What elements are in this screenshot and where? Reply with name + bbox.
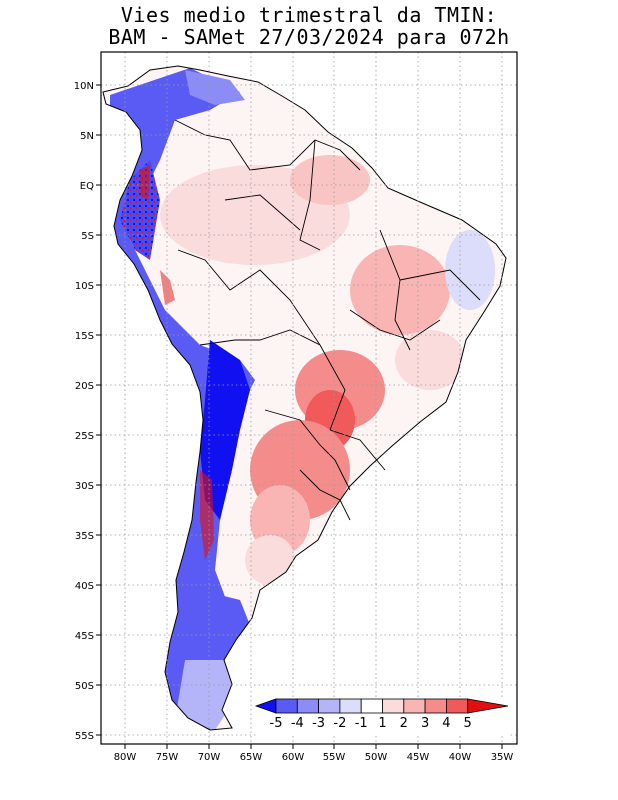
colorbar-swatch	[445, 698, 469, 714]
colorbar-swatch	[318, 698, 341, 714]
lat-label: 25S	[75, 431, 94, 442]
lat-label: 55S	[75, 731, 94, 742]
lat-label: 10N	[74, 81, 94, 92]
colorbar-swatch	[424, 698, 447, 714]
colorbar-label: 1	[378, 716, 386, 731]
map-title-line2: BAM - SAMet 27/03/2024 para 072h	[108, 25, 510, 49]
colorbar-swatch	[296, 698, 319, 714]
lat-label: EQ	[80, 181, 94, 192]
lon-label: 45W	[407, 752, 430, 763]
lon-label: 75W	[156, 752, 179, 763]
lon-label: 35W	[491, 752, 514, 763]
map-title-line1: Vies medio trimestral da TMIN:	[120, 3, 498, 27]
lon-label: 55W	[323, 752, 346, 763]
colorbar-label: 3	[421, 716, 429, 731]
lon-label: 40W	[449, 752, 472, 763]
lon-label: 65W	[240, 752, 263, 763]
colorbar-swatch	[360, 698, 383, 714]
lon-label: 70W	[198, 752, 221, 763]
colorbar-label: -5	[270, 716, 283, 731]
country-borders	[174, 119, 481, 521]
colorbar-swatch	[275, 698, 298, 714]
graticule	[101, 52, 517, 744]
lat-label: 30S	[75, 481, 94, 492]
colorbar-swatch	[339, 698, 362, 714]
colorbar-label: -2	[333, 716, 346, 731]
colorbar-label: -4	[291, 716, 304, 731]
lat-label: 20S	[75, 381, 94, 392]
lat-label: 10S	[75, 281, 94, 292]
lat-label: 45S	[75, 631, 94, 642]
colorbar-label: -3	[312, 716, 325, 731]
lon-label: 50W	[365, 752, 388, 763]
lat-label: 5S	[81, 231, 94, 242]
lat-label: 40S	[75, 581, 94, 592]
colorbar: -5 -4 -3 -2 -1 1 2 3 4 5	[254, 698, 509, 736]
colorbar-swatch	[403, 698, 426, 714]
colorbar-right-arrow	[467, 698, 509, 714]
colorbar-label: -1	[355, 716, 368, 731]
lon-label: 80W	[114, 752, 137, 763]
lat-label: 5N	[80, 131, 94, 142]
colorbar-label: 5	[464, 716, 472, 731]
colorbar-swatch	[382, 698, 405, 714]
colorbar-label: 4	[442, 716, 450, 731]
lat-label: 50S	[75, 681, 94, 692]
colorbar-label: 2	[400, 716, 408, 731]
lat-label: 15S	[75, 331, 94, 342]
lon-label: 60W	[282, 752, 305, 763]
lat-label: 35S	[75, 531, 94, 542]
